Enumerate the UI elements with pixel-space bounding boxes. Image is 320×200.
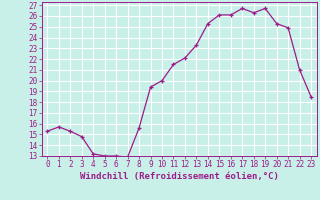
X-axis label: Windchill (Refroidissement éolien,°C): Windchill (Refroidissement éolien,°C) — [80, 172, 279, 181]
